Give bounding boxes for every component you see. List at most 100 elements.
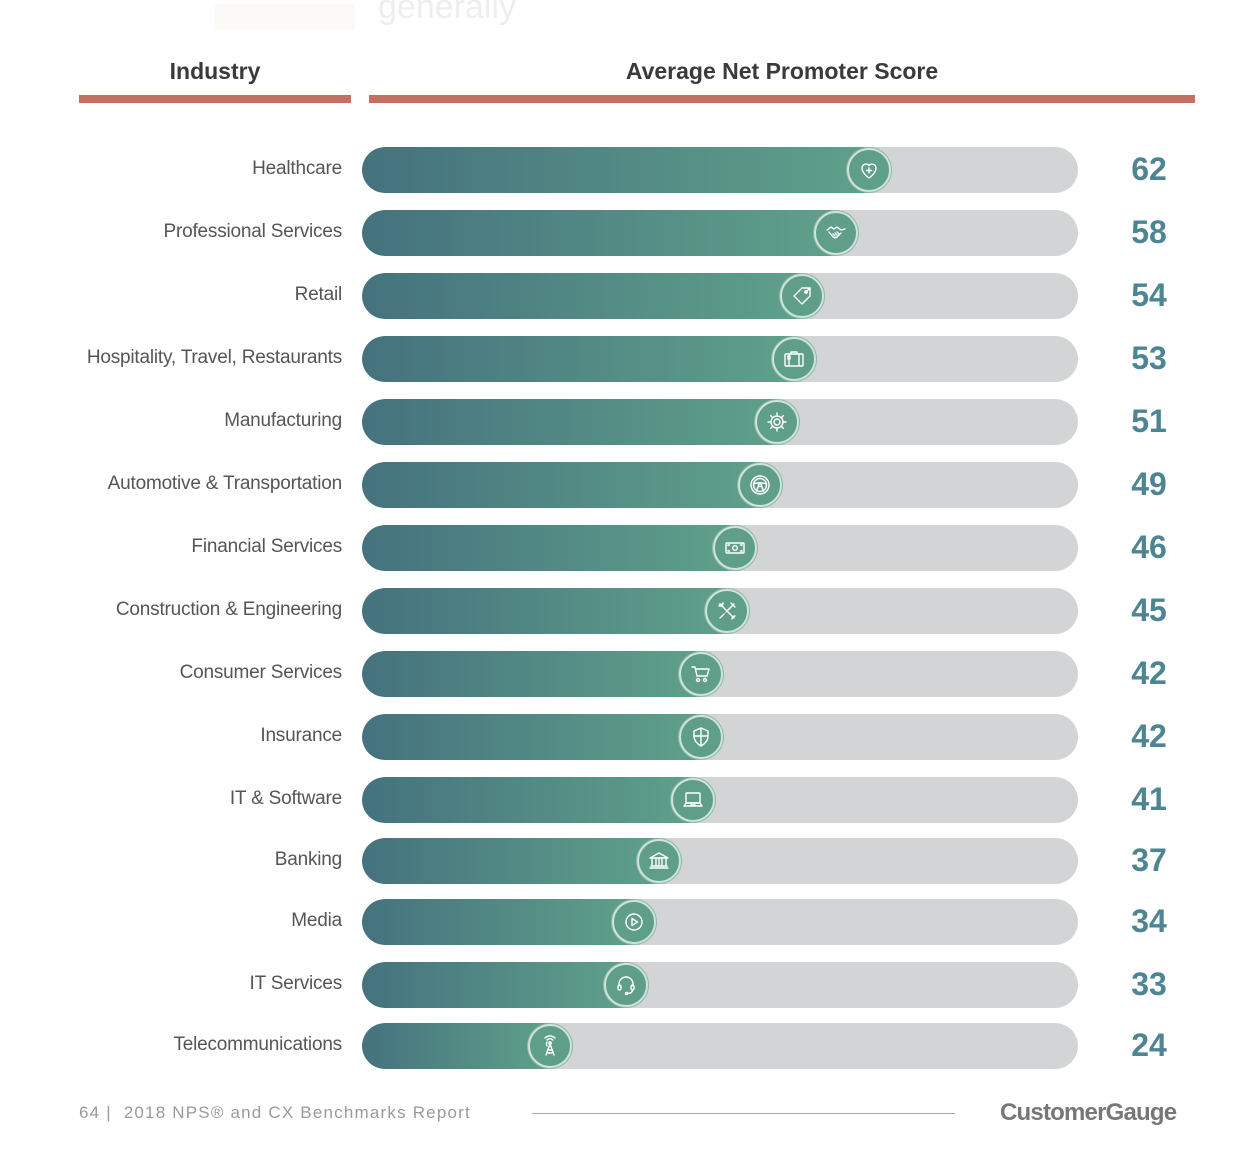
bar-track xyxy=(362,462,1078,508)
category-label: IT & Software xyxy=(229,788,342,809)
value-label: 46 xyxy=(1131,529,1167,565)
value-label: 37 xyxy=(1131,842,1167,878)
chart-row: Banking 37 xyxy=(0,838,1244,884)
suitcase-icon xyxy=(772,337,816,381)
page-number: 64 xyxy=(79,1103,101,1122)
steering-wheel-icon xyxy=(738,463,782,507)
category-label: IT Services xyxy=(249,973,343,994)
bar-fill xyxy=(362,651,701,697)
chart-row: Telecommunications 24 xyxy=(0,1023,1244,1069)
gear-icon xyxy=(755,400,799,444)
bar-track xyxy=(362,210,1078,256)
bar-fill xyxy=(362,147,869,193)
chart-row: Manufacturing 51 xyxy=(0,399,1244,445)
bar-track xyxy=(362,651,1078,697)
bar-track xyxy=(362,147,1078,193)
category-label: Professional Services xyxy=(163,221,343,242)
bar-track xyxy=(362,899,1078,945)
value-label: 34 xyxy=(1131,903,1167,939)
chart-row: Financial Services 46 xyxy=(0,525,1244,571)
category-label: Consumer Services xyxy=(179,662,343,683)
industry-header-rule xyxy=(79,95,351,103)
chart-row: Retail 54 xyxy=(0,273,1244,319)
score-header-rule xyxy=(369,95,1195,103)
value-label: 54 xyxy=(1131,277,1167,313)
chart-row: Insurance 42 xyxy=(0,714,1244,760)
shopping-cart-icon xyxy=(679,652,723,696)
play-icon xyxy=(612,900,656,944)
banknote-icon xyxy=(713,526,757,570)
category-label: Hospitality, Travel, Restaurants xyxy=(86,347,342,368)
footer-divider xyxy=(532,1113,955,1114)
chart-row: Construction & Engineering 45 xyxy=(0,588,1244,634)
bar-fill xyxy=(362,273,802,319)
value-label: 42 xyxy=(1131,718,1167,754)
chart-row: Hospitality, Travel, Restaurants 53 xyxy=(0,336,1244,382)
headset-icon xyxy=(604,963,648,1007)
shield-icon xyxy=(679,715,723,759)
category-label: Healthcare xyxy=(252,158,342,179)
value-label: 41 xyxy=(1131,781,1167,817)
value-label: 45 xyxy=(1131,592,1167,628)
value-label: 51 xyxy=(1131,403,1167,439)
bar-track xyxy=(362,525,1078,571)
score-column-header: Average Net Promoter Score xyxy=(625,58,939,84)
value-label: 42 xyxy=(1131,655,1167,691)
chart-row: Automotive & Transportation 49 xyxy=(0,462,1244,508)
value-label: 62 xyxy=(1131,151,1167,187)
bar-fill xyxy=(362,525,735,571)
category-label: Media xyxy=(291,910,342,931)
bar-fill xyxy=(362,777,693,823)
bar-fill xyxy=(362,899,634,945)
category-label: Manufacturing xyxy=(224,410,342,431)
brand-logo: CustomerGauge xyxy=(1000,1099,1177,1126)
bank-building-icon xyxy=(637,839,681,883)
report-title: 2018 NPS® and CX Benchmarks Report xyxy=(123,1103,471,1122)
bar-fill xyxy=(362,838,659,884)
radio-tower-icon xyxy=(528,1024,572,1068)
bar-fill xyxy=(362,462,760,508)
value-label: 49 xyxy=(1131,466,1167,502)
bar-track xyxy=(362,399,1078,445)
chart-row: Media 34 xyxy=(0,899,1244,945)
bar-fill xyxy=(362,399,777,445)
value-label: 58 xyxy=(1131,214,1167,250)
value-label: 53 xyxy=(1131,340,1167,376)
category-label: Banking xyxy=(274,849,342,870)
category-label: Financial Services xyxy=(191,536,342,557)
bar-fill xyxy=(362,588,727,634)
chart-row: IT Services 33 xyxy=(0,962,1244,1008)
bar-fill xyxy=(362,962,626,1008)
bar-fill xyxy=(362,210,836,256)
handshake-icon xyxy=(814,211,858,255)
background-bleed-block xyxy=(215,4,355,30)
value-label: 24 xyxy=(1131,1027,1167,1063)
background-bleed-text: generally xyxy=(378,0,516,26)
bar-fill xyxy=(362,336,794,382)
bar-track xyxy=(362,777,1078,823)
heart-plus-icon xyxy=(847,148,891,192)
footer-page-info: 64 | 2018 NPS® and CX Benchmarks Report xyxy=(79,1103,471,1123)
bar-track xyxy=(362,838,1078,884)
category-label: Telecommunications xyxy=(173,1034,342,1055)
bar-track xyxy=(362,714,1078,760)
laptop-icon xyxy=(671,778,715,822)
bar-track xyxy=(362,588,1078,634)
chart-row: Consumer Services 42 xyxy=(0,651,1244,697)
price-tag-icon xyxy=(780,274,824,318)
bar-track xyxy=(362,273,1078,319)
category-label: Automotive & Transportation xyxy=(107,473,343,494)
category-label: Retail xyxy=(294,284,343,305)
value-label: 33 xyxy=(1131,966,1167,1002)
bar-track xyxy=(362,962,1078,1008)
bar-fill xyxy=(362,1023,550,1069)
industry-column-header: Industry xyxy=(169,58,261,84)
wrench-screwdriver-icon xyxy=(705,589,749,633)
bar-fill xyxy=(362,714,701,760)
chart-row: Healthcare 62 xyxy=(0,147,1244,193)
bar-track xyxy=(362,1023,1078,1069)
category-label: Insurance xyxy=(260,725,342,746)
category-label: Construction & Engineering xyxy=(115,599,342,620)
bar-track xyxy=(362,336,1078,382)
chart-row: Professional Services 58 xyxy=(0,210,1244,256)
